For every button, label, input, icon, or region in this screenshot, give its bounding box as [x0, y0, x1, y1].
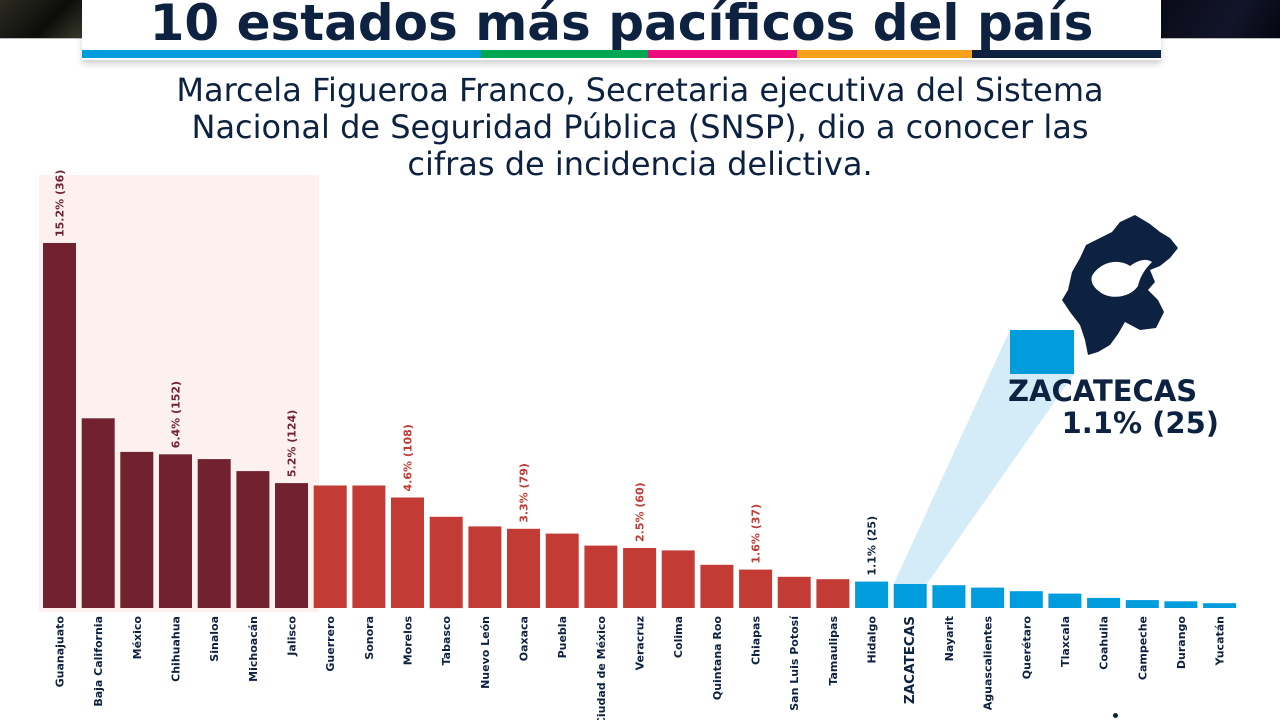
- title-stripe-segment: [972, 50, 1161, 58]
- bar: [545, 533, 579, 608]
- x-tick-label: Chiapas: [750, 616, 763, 665]
- bar: [855, 581, 889, 608]
- data-label: 6.4% (152): [170, 381, 183, 448]
- bar: [700, 564, 734, 608]
- data-label: 3.3% (79): [518, 463, 531, 523]
- bar: [81, 418, 115, 608]
- bar: [777, 576, 811, 608]
- x-tick-label: Guanajuato: [54, 616, 67, 688]
- bar: [1009, 591, 1043, 608]
- title-stripe-segment: [796, 50, 973, 58]
- bar: [313, 485, 347, 608]
- bar: [159, 454, 192, 608]
- x-tick-label: Coahuila: [1098, 616, 1111, 670]
- x-tick-label: Oaxaca: [518, 616, 531, 661]
- zacatecas-map-dove-icon: [1062, 215, 1178, 355]
- background-photo-left: [0, 0, 82, 39]
- x-tick-label: Jalisco: [286, 616, 299, 657]
- bar: [1048, 593, 1082, 608]
- x-tick-label: Campeche: [1136, 616, 1149, 680]
- data-labels: 15.2% (36) 6.4% (152) 5.2% (124) 4.6% (108)…: [54, 170, 879, 576]
- bar: [1164, 601, 1198, 608]
- x-tick-label: ZACATECAS: [902, 616, 918, 704]
- title-stripe-segment: [82, 50, 482, 58]
- page-title: 10 estados más pacíficos del país: [149, 0, 1094, 52]
- callout-beam: [893, 330, 1074, 584]
- x-tick-label: México: [131, 616, 144, 660]
- x-tick-label: Querétaro: [1020, 616, 1033, 680]
- x-tick-label: Morelos: [402, 616, 415, 666]
- bars: [43, 243, 1237, 609]
- subtitle-line: Nacional de Seguridad Pública (SNSP), di…: [191, 108, 1089, 146]
- x-tick-label: Nayarit: [943, 616, 956, 661]
- bar: [43, 243, 76, 608]
- background-photo-right: [1161, 0, 1280, 39]
- x-tick-label: Guerrero: [324, 616, 337, 672]
- data-label: 1.6% (37): [750, 504, 763, 564]
- x-tick-label: Tamaulipas: [827, 616, 840, 686]
- title-stripe-segment: [647, 50, 797, 58]
- x-tick-label: Nuevo León: [479, 616, 492, 689]
- x-tick-label: Ciudad de México: [595, 616, 608, 720]
- bar: [391, 497, 424, 608]
- bar: [623, 548, 657, 608]
- bar: [468, 526, 502, 608]
- title-stripe-segment: [481, 50, 648, 58]
- bar: [971, 587, 1005, 608]
- bar: [816, 579, 850, 608]
- bar: [275, 483, 308, 608]
- x-tick-label: Sinaloa: [208, 616, 221, 662]
- x-tick-label: Yucatán: [1214, 616, 1227, 666]
- bar: [197, 459, 231, 608]
- x-tick-label: Colima: [672, 616, 685, 658]
- bar: [236, 471, 270, 608]
- x-tick-label: Chihuahua: [170, 616, 183, 682]
- subtitle: Marcela Figueroa Franco, Secretaria ejec…: [40, 72, 1240, 183]
- callout-state-value: 1.1% (25): [1061, 406, 1219, 440]
- x-tick-label: Veracruz: [634, 616, 647, 670]
- data-label: 2.5% (60): [634, 482, 647, 542]
- data-label: 15.2% (36): [54, 170, 67, 237]
- x-tick-label: Baja California: [92, 616, 105, 707]
- bar: [1125, 600, 1159, 608]
- bar: [932, 585, 966, 608]
- bar: [507, 528, 540, 608]
- data-label: 1.1% (25): [866, 516, 879, 576]
- bar: [739, 569, 773, 608]
- callout-color-swatch: [1010, 330, 1074, 374]
- x-tick-label: Durango: [1175, 616, 1188, 670]
- callout-state-name: ZACATECAS: [1008, 374, 1198, 408]
- subtitle-line: Marcela Figueroa Franco, Secretaria ejec…: [176, 71, 1104, 109]
- x-tick-label: Aguascalientes: [982, 616, 995, 711]
- x-tick-label: Tabasco: [440, 616, 453, 666]
- bar: [352, 485, 386, 608]
- decorative-dot: [1113, 713, 1118, 718]
- bar: [893, 584, 927, 608]
- x-tick-label: San Luis Potosí: [788, 615, 801, 711]
- bar: [429, 516, 463, 609]
- title-banner: 10 estados más pacíficos del país: [82, 0, 1161, 60]
- bar: [1087, 597, 1121, 608]
- x-tick-label: Puebla: [556, 616, 569, 658]
- bar: [661, 550, 695, 608]
- x-tick-labels: Guanajuato Baja California México Chihuahua…: [54, 615, 1227, 720]
- x-tick-label: Tlaxcala: [1059, 616, 1072, 667]
- data-label: 5.2% (124): [286, 410, 299, 477]
- bar: [584, 545, 618, 608]
- x-tick-label: Michoacán: [247, 616, 260, 682]
- bar: [120, 451, 154, 608]
- title-color-stripe: [82, 50, 1161, 58]
- bar: [1203, 603, 1237, 608]
- x-tick-label: Quintana Roo: [711, 616, 724, 701]
- subtitle-line: cifras de incidencia delictiva.: [407, 145, 873, 183]
- x-tick-label: Hidalgo: [866, 616, 879, 664]
- data-label: 4.6% (108): [402, 424, 415, 491]
- x-tick-label: Sonora: [363, 616, 376, 660]
